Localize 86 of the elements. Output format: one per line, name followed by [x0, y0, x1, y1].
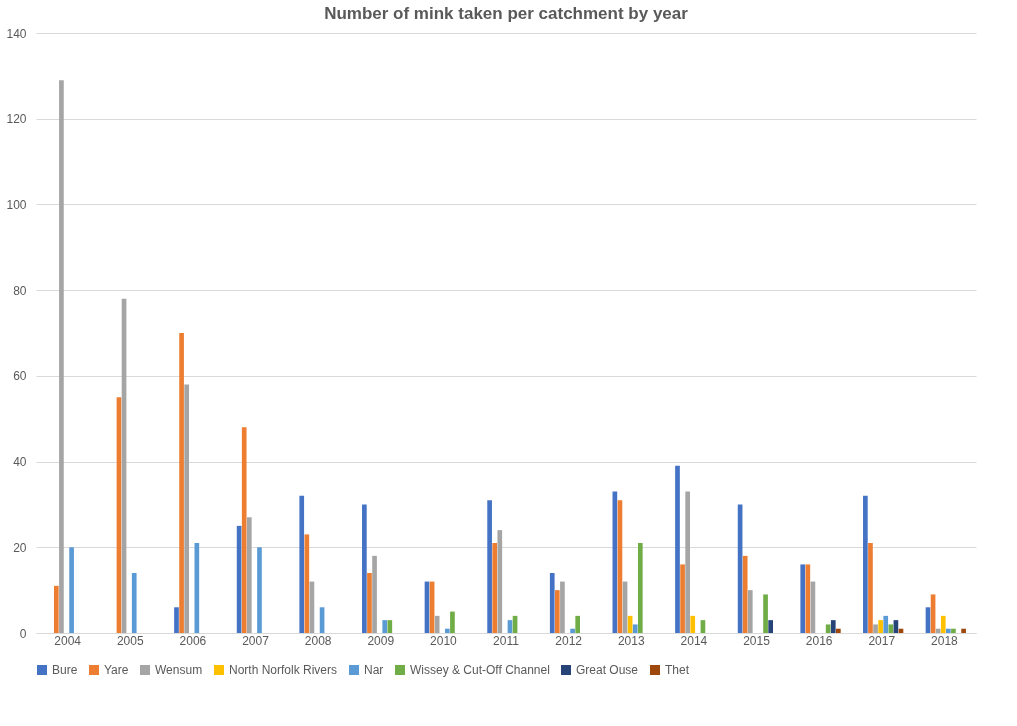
bar: [257, 547, 262, 633]
bar: [59, 80, 64, 633]
x-tick-label: 2015: [743, 633, 771, 648]
bar: [830, 620, 836, 633]
y-tick-label: 120: [6, 112, 27, 127]
bar: [935, 628, 941, 633]
x-tick-label: 2011: [493, 633, 520, 648]
legend-label: Great Ouse: [576, 663, 639, 677]
bar: [800, 564, 806, 633]
bar: [174, 607, 179, 633]
x-tick-label: 2018: [931, 633, 959, 648]
bar: [680, 564, 685, 633]
bar: [372, 555, 377, 633]
bar: [445, 628, 450, 633]
bar: [868, 543, 873, 633]
bar: [883, 615, 889, 633]
y-tick-label: 100: [6, 197, 27, 212]
y-tick-label: 40: [13, 455, 27, 470]
bar: [946, 628, 951, 633]
legend-label: Bure: [52, 663, 78, 677]
bar: [836, 628, 841, 633]
bar: [299, 495, 305, 633]
legend-label: Yare: [104, 663, 129, 677]
chart-title: Number of mink taken per catchment by year: [324, 4, 689, 23]
bar: [450, 611, 455, 633]
bar: [768, 620, 773, 633]
bar: [69, 547, 74, 633]
legend-label: Thet: [665, 663, 690, 677]
x-tick-label: 2016: [805, 633, 833, 648]
bar: [246, 517, 252, 633]
x-tick-label: 2017: [868, 633, 896, 648]
bar: [362, 504, 367, 633]
bar: [575, 615, 581, 633]
bar: [632, 624, 638, 633]
bar: [179, 333, 184, 633]
y-tick-label: 140: [6, 26, 27, 41]
x-tick-label: 2012: [555, 633, 583, 648]
bar: [873, 624, 878, 633]
bar: [763, 594, 768, 633]
bar: [304, 534, 310, 633]
x-tick-label: 2005: [116, 633, 144, 648]
x-tick-label: 2014: [680, 633, 708, 648]
x-tick-label: 2004: [54, 633, 82, 648]
bar: [690, 615, 696, 633]
bar: [878, 620, 883, 633]
bar: [637, 543, 643, 633]
bar: [825, 624, 831, 633]
bar: [53, 585, 59, 633]
bar: [951, 628, 956, 633]
bar: [940, 615, 946, 633]
bar: [888, 624, 894, 633]
legend-label: Nar: [364, 663, 384, 677]
bar: [863, 495, 868, 633]
legend-label: Wissey & Cut-Off Channel: [410, 663, 550, 677]
bar: [487, 500, 492, 633]
legend-label: North Norfolk Rivers: [229, 663, 338, 677]
bar: [497, 530, 503, 633]
x-tick-label: 2007: [242, 633, 270, 648]
y-tick-label: 20: [13, 540, 27, 555]
bar: [241, 427, 247, 633]
x-tick-label: 2010: [430, 633, 458, 648]
bar: [184, 384, 190, 633]
bar: [560, 581, 565, 633]
bar: [367, 573, 372, 633]
bar: [675, 465, 680, 633]
bar: [570, 628, 575, 633]
x-tick-label: 2013: [617, 633, 645, 648]
legend-label: Wensum: [155, 663, 203, 677]
bar: [685, 491, 691, 633]
bar: [742, 555, 748, 633]
bar: [961, 628, 966, 633]
bar: [131, 573, 137, 633]
x-tick-label: 2008: [304, 633, 332, 648]
x-tick-label: 2009: [367, 633, 395, 648]
bar: [747, 590, 753, 633]
x-tick-label: 2006: [179, 633, 207, 648]
bar: [382, 620, 388, 633]
y-tick-label: 80: [13, 283, 27, 298]
bar: [549, 573, 555, 633]
y-tick-label: 60: [13, 369, 27, 384]
bar: [805, 564, 811, 633]
bar: [554, 590, 560, 633]
bar: [434, 615, 440, 633]
bar: [492, 543, 498, 633]
y-tick-label: 0: [19, 626, 27, 641]
bar: [387, 620, 393, 633]
